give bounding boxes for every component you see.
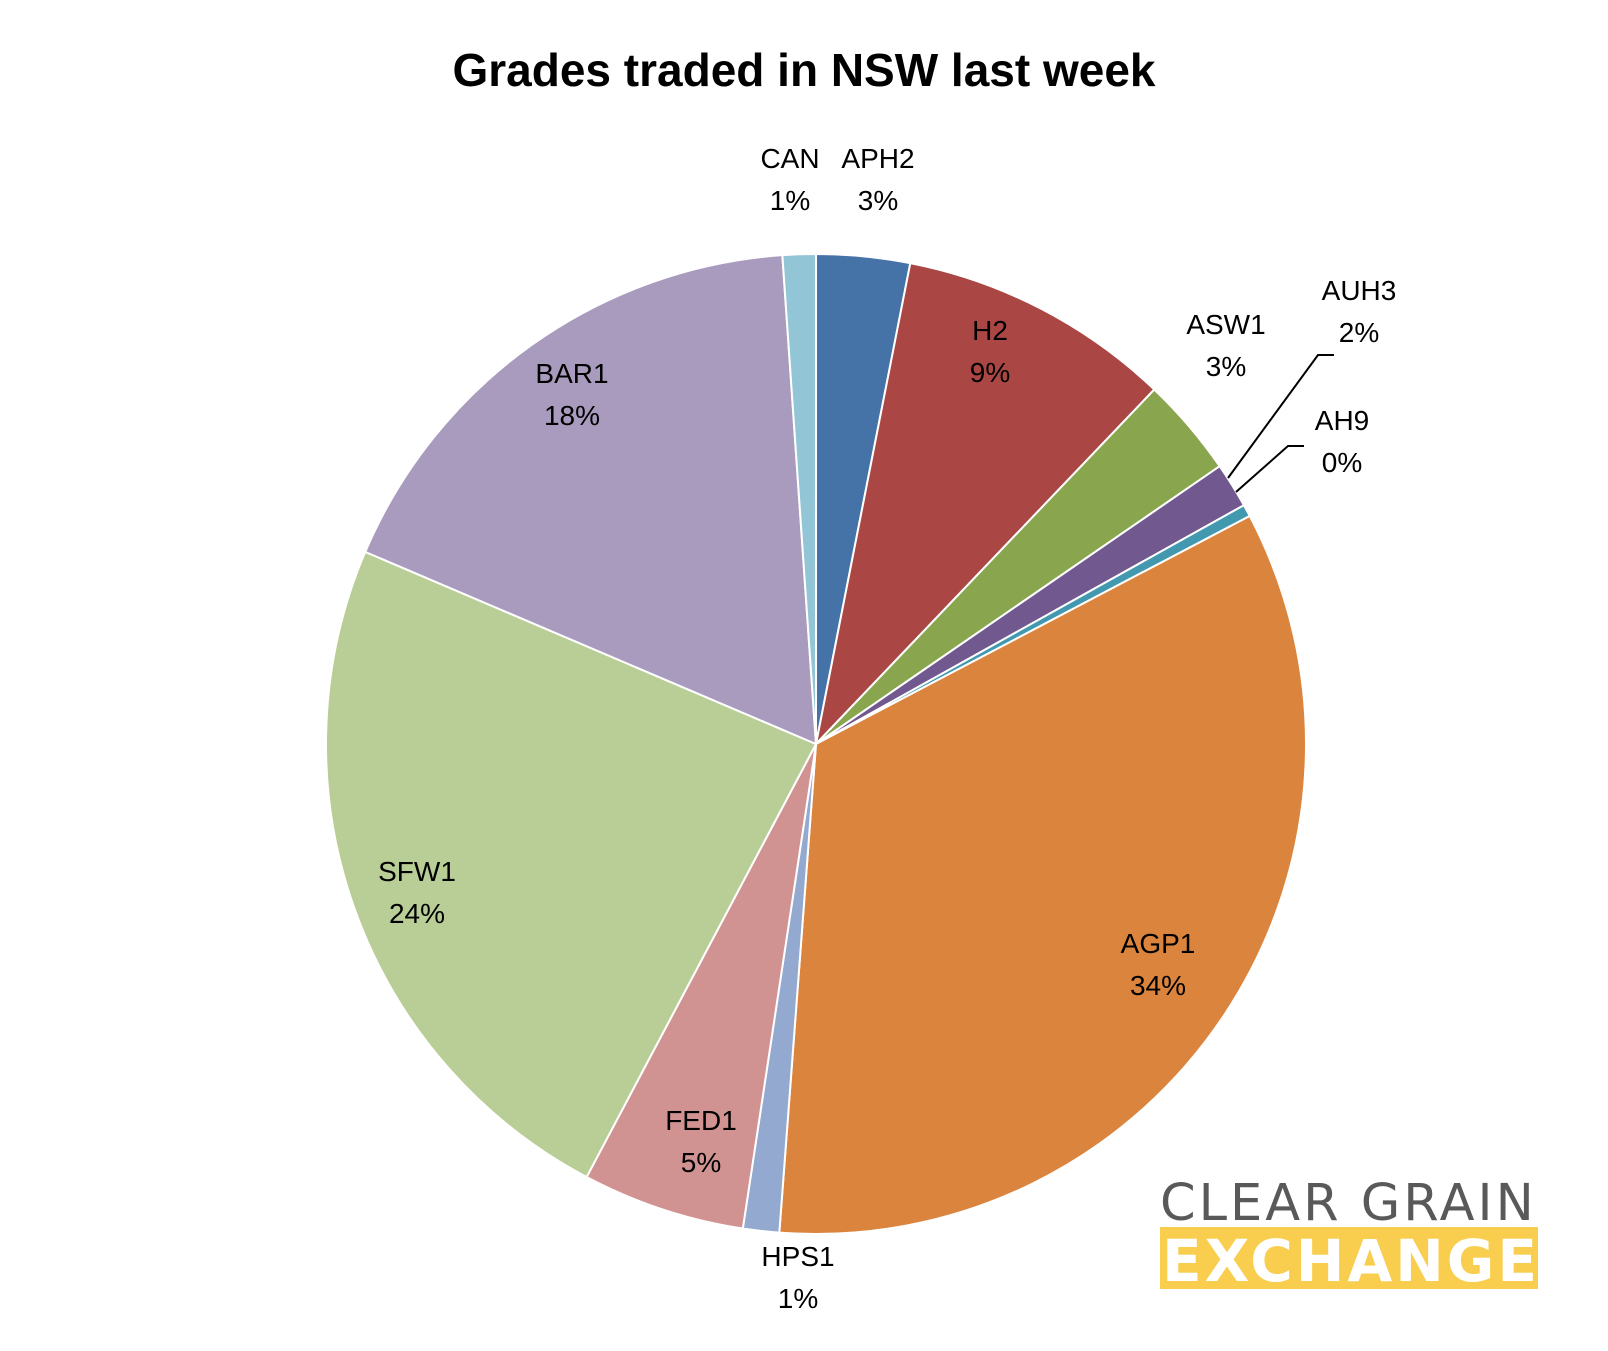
slice-percent-fed1: 5% (681, 1147, 721, 1178)
pie-labels: APH2 3% H2 9% ASW1 3% AUH3 2% AH9 0% AGP1 34% HPS1 1%… (378, 143, 1396, 1314)
slice-percent-aph2: 3% (858, 185, 898, 216)
slice-label-fed1: FED1 (665, 1105, 737, 1136)
pie-slice-can (781, 252, 817, 745)
slice-label-aph2: APH2 (841, 143, 914, 174)
slice-percent-sfw1: 24% (389, 898, 445, 929)
slice-label-hps1: HPS1 (761, 1241, 834, 1272)
slice-label-asw1: ASW1 (1186, 309, 1265, 340)
slice-label-h2: H2 (972, 315, 1008, 346)
pie-slices (325, 252, 1307, 1235)
pie-slice-agp1 (778, 514, 1307, 1235)
pie-slice-fed1 (585, 743, 817, 1230)
leader-line-ah9 (1235, 445, 1304, 493)
slice-label-agp1: AGP1 (1121, 928, 1196, 959)
slice-label-sfw1: SFW1 (378, 856, 456, 887)
slice-percent-agp1: 34% (1130, 970, 1186, 1001)
slice-label-ah9: AH9 (1315, 405, 1369, 436)
logo-band (1160, 1227, 1538, 1289)
slice-label-can: CAN (760, 143, 819, 174)
chart-title: Grades traded in NSW last week (452, 44, 1155, 96)
slice-label-auh3: AUH3 (1322, 275, 1397, 306)
slice-percent-hps1: 1% (778, 1283, 818, 1314)
pie-slice-sfw1 (325, 550, 818, 1179)
slice-percent-h2: 9% (970, 357, 1010, 388)
slice-percent-asw1: 3% (1206, 351, 1246, 382)
logo-line2: EXCHANGE (1162, 1227, 1540, 1295)
slice-label-bar1: BAR1 (535, 358, 608, 389)
leader-line-auh3 (1227, 354, 1334, 479)
slice-percent-auh3: 2% (1339, 317, 1379, 348)
clear-grain-exchange-logo: CLEAR GRAIN EXCHANGE (1160, 1174, 1540, 1295)
pie-slice-bar1 (363, 254, 818, 746)
pie-slice-h2 (814, 261, 1156, 748)
slice-percent-bar1: 18% (544, 400, 600, 431)
slice-percent-can: 1% (770, 185, 810, 216)
slice-percent-ah9: 0% (1322, 447, 1362, 478)
logo-line1: CLEAR GRAIN (1160, 1174, 1537, 1233)
